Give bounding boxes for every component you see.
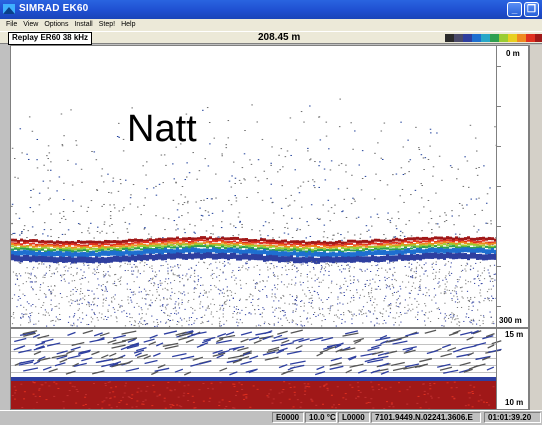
overlay-label-natt: Natt <box>127 108 197 151</box>
range-readout: 208.45 m <box>258 32 300 43</box>
status-e: E0000 <box>272 412 304 423</box>
menu-bar: File View Options Install Step! Help <box>0 19 542 31</box>
menu-help[interactable]: Help <box>121 21 135 28</box>
restore-button[interactable]: ❐ <box>524 2 539 17</box>
color-swatch <box>535 34 542 42</box>
color-scale <box>445 34 542 42</box>
lower-depth-bottom: 10 m <box>505 398 523 407</box>
title-bar: SIMRAD EK60 _ ❐ <box>0 0 542 19</box>
color-swatch <box>481 34 490 42</box>
status-bar: E0000 10.0 °C L0000 7101.9449.N.02241.36… <box>0 410 542 425</box>
menu-install[interactable]: Install <box>74 21 92 28</box>
minimize-button[interactable]: _ <box>507 2 522 17</box>
color-swatch <box>499 34 508 42</box>
color-swatch <box>472 34 481 42</box>
echogram-upper-image <box>11 46 529 328</box>
replay-mode-label: Replay ER60 38 kHz <box>8 32 92 45</box>
menu-options[interactable]: Options <box>44 21 68 28</box>
echogram-upper-pane[interactable]: Natt 0 m 300 m <box>10 45 529 328</box>
menu-step[interactable]: Step! <box>99 21 115 28</box>
color-swatch <box>490 34 499 42</box>
status-l: L0000 <box>338 412 370 423</box>
color-swatch <box>454 34 463 42</box>
upper-side-bar[interactable] <box>529 45 542 328</box>
color-swatch <box>517 34 526 42</box>
upper-depth-bottom: 300 m <box>499 316 522 325</box>
window-title: SIMRAD EK60 <box>19 3 88 14</box>
color-swatch <box>526 34 535 42</box>
echogram-lower-image <box>11 329 529 410</box>
lower-side-bar[interactable] <box>529 328 542 410</box>
status-time: 01:01:39.20 <box>484 412 541 423</box>
color-swatch <box>508 34 517 42</box>
menu-view[interactable]: View <box>23 21 38 28</box>
echogram-lower-pane[interactable]: 15 m 10 m <box>10 328 529 410</box>
simrad-app-icon <box>3 4 15 14</box>
status-temperature: 10.0 °C <box>305 412 337 423</box>
color-swatch <box>445 34 454 42</box>
upper-depth-top: 0 m <box>506 49 520 58</box>
color-swatch <box>463 34 472 42</box>
menu-file[interactable]: File <box>6 21 17 28</box>
info-bar: Replay ER60 38 kHz 208.45 m <box>0 31 542 44</box>
status-position: 7101.9449.N.02241.3606.E <box>371 412 481 423</box>
lower-depth-top: 15 m <box>505 330 523 339</box>
